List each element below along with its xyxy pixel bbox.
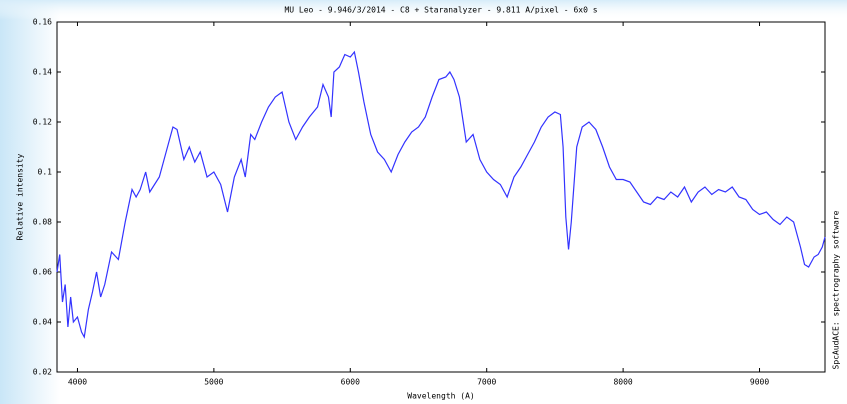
- x-tick-label: 4000: [68, 378, 87, 387]
- y-tick-label: 0.04: [33, 318, 52, 327]
- x-tick-label: 7000: [477, 378, 496, 387]
- x-tick-label: 8000: [613, 378, 632, 387]
- y-tick-label: 0.08: [33, 218, 52, 227]
- x-tick-label: 9000: [750, 378, 769, 387]
- chart-title: MU Leo - 9.946/3/2014 - C8 + Staranalyze…: [284, 6, 597, 15]
- x-tick-label: 6000: [341, 378, 360, 387]
- y-tick-label: 0.12: [33, 118, 52, 127]
- x-axis-label: Wavelength (A): [407, 392, 474, 401]
- y-tick-label: 0.1: [38, 168, 53, 177]
- y-tick-label: 0.14: [33, 68, 52, 77]
- y-tick-label: 0.06: [33, 268, 52, 277]
- y-axis-label: Relative intensity: [16, 153, 25, 240]
- plot-frame: [56, 21, 826, 373]
- x-tick-label: 5000: [204, 378, 223, 387]
- background-gradient: [0, 0, 60, 404]
- y-tick-label: 0.16: [33, 18, 52, 27]
- background-gradient: [0, 0, 847, 20]
- side-note: SpcAudACE: spectrography software: [832, 210, 841, 369]
- y-tick-label: 0.02: [33, 368, 52, 377]
- spectrum-line: [56, 50, 826, 339]
